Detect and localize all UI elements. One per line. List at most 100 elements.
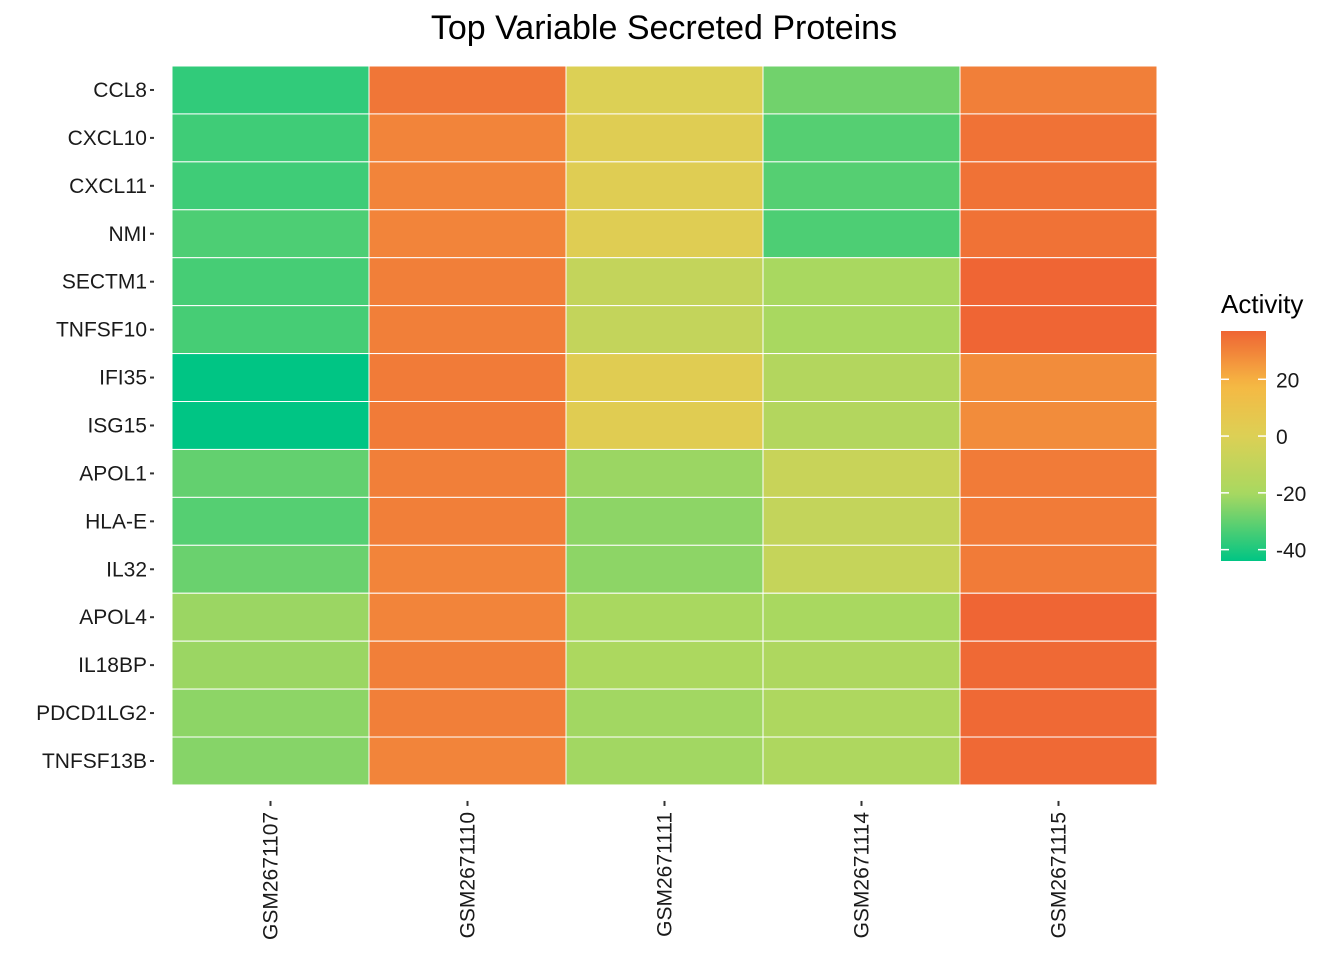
x-tick-label: GSM2671110 — [457, 812, 480, 938]
heatmap-cell — [565, 353, 764, 403]
heatmap-cell — [368, 544, 567, 594]
y-tick-label: TNFSF13B — [42, 750, 147, 773]
heatmap-cell — [171, 688, 370, 738]
heatmap-cell — [368, 113, 567, 163]
heatmap-cell — [368, 640, 567, 690]
legend-title: Activity — [1221, 289, 1303, 319]
heatmap-cell — [565, 401, 764, 450]
y-tick-label: IFI35 — [99, 367, 147, 390]
heatmap-cell — [959, 448, 1158, 498]
heatmap-cell — [368, 401, 567, 450]
legend-tick-label: -20 — [1276, 483, 1306, 506]
heatmap-cell — [171, 113, 370, 163]
heatmap-cell — [368, 209, 567, 259]
heatmap-cell — [171, 353, 370, 403]
heatmap-cell — [762, 401, 961, 450]
heatmap-cell — [171, 257, 370, 307]
x-tick-label: GSM2671107 — [260, 812, 283, 940]
heatmap-cell — [171, 640, 370, 690]
y-tick-label: IL32 — [106, 558, 147, 581]
heatmap-cell — [762, 257, 961, 307]
heatmap-cell — [565, 592, 764, 642]
heatmap-cell — [565, 257, 764, 307]
heatmap-cell — [171, 209, 370, 259]
heatmap-cell — [171, 161, 370, 211]
heatmap-cell — [171, 401, 370, 450]
heatmap-cell — [959, 401, 1158, 450]
heatmap-cell — [368, 353, 567, 403]
heatmap-cell — [959, 161, 1158, 211]
heatmap-cell — [565, 640, 764, 690]
legend-tick-label: 0 — [1276, 426, 1288, 449]
heatmap-cell — [959, 736, 1158, 786]
heatmap-cell — [565, 544, 764, 594]
y-tick-label: CXCL10 — [68, 127, 147, 150]
heatmap-cell — [565, 209, 764, 259]
heatmap-cell — [565, 448, 764, 498]
chart-title: Top Variable Secreted Proteins — [431, 9, 897, 47]
legend: Activity 20 0 -20 -40 — [1221, 289, 1306, 563]
heatmap-cell — [762, 448, 961, 498]
legend-ticks: 20 0 -20 -40 — [1221, 369, 1306, 563]
heatmap-cell — [762, 353, 961, 403]
heatmap-cell — [959, 113, 1158, 163]
x-tick-label: GSM2671114 — [851, 812, 874, 939]
heatmap-cell — [565, 161, 764, 211]
heatmap-cell — [762, 688, 961, 738]
y-tick-label: TNFSF10 — [56, 319, 147, 342]
heatmap-cell — [762, 161, 961, 211]
heatmap-cell — [368, 257, 567, 307]
heatmap-cell — [368, 496, 567, 546]
heatmap-cell — [959, 544, 1158, 594]
heatmap-cell — [959, 257, 1158, 307]
heatmap-cell — [959, 209, 1158, 259]
heatmap-cell — [368, 592, 567, 642]
heatmap-cells — [171, 65, 1158, 786]
heatmap-cell — [171, 736, 370, 786]
heatmap-cell — [565, 496, 764, 546]
heatmap-cell — [171, 305, 370, 355]
y-tick-label: IL18BP — [78, 654, 147, 677]
heatmap-cell — [959, 592, 1158, 642]
heatmap-cell — [959, 496, 1158, 546]
heatmap-cell — [565, 113, 764, 163]
heatmap-cell — [959, 353, 1158, 403]
legend-tick-label: 20 — [1276, 369, 1299, 392]
heatmap-cell — [762, 640, 961, 690]
y-tick-label: APOL1 — [79, 462, 147, 485]
y-tick-label: CCL8 — [93, 79, 147, 102]
heatmap-cell — [368, 448, 567, 498]
x-axis: GSM2671107 GSM2671110 GSM2671111 GSM2671114… — [260, 800, 1071, 940]
heatmap-cell — [368, 736, 567, 786]
heatmap-cell — [762, 496, 961, 546]
heatmap-cell — [171, 496, 370, 546]
heatmap-cell — [762, 209, 961, 259]
y-tick-label: NMI — [109, 223, 148, 246]
y-tick-label: ISG15 — [87, 414, 147, 437]
legend-tick-label: -40 — [1276, 540, 1306, 563]
heatmap-cell — [368, 688, 567, 738]
legend-colorbar — [1221, 331, 1266, 561]
y-tick-label: PDCD1LG2 — [36, 702, 147, 725]
heatmap-cell — [565, 736, 764, 786]
heatmap-cell — [368, 305, 567, 355]
heatmap-cell — [762, 65, 961, 115]
heatmap-cell — [959, 65, 1158, 115]
x-tick-label: GSM2671115 — [1048, 812, 1071, 938]
heatmap-cell — [368, 65, 567, 115]
heatmap-cell — [565, 305, 764, 355]
heatmap-cell — [762, 305, 961, 355]
y-axis: CCL8 CXCL10 CXCL11 NMI SECTM1 TNFSF10 IFI35 ISG… — [36, 79, 154, 773]
x-tick-label: GSM2671111 — [654, 812, 677, 937]
heatmap-cell — [762, 113, 961, 163]
heatmap-cell — [565, 688, 764, 738]
y-tick-label: HLA-E — [85, 510, 147, 533]
y-tick-label: CXCL11 — [69, 175, 147, 198]
heatmap-cell — [959, 305, 1158, 355]
heatmap-cell — [171, 448, 370, 498]
heatmap-cell — [959, 640, 1158, 690]
heatmap-cell — [171, 65, 370, 115]
heatmap-cell — [368, 161, 567, 211]
heatmap-cell — [762, 592, 961, 642]
